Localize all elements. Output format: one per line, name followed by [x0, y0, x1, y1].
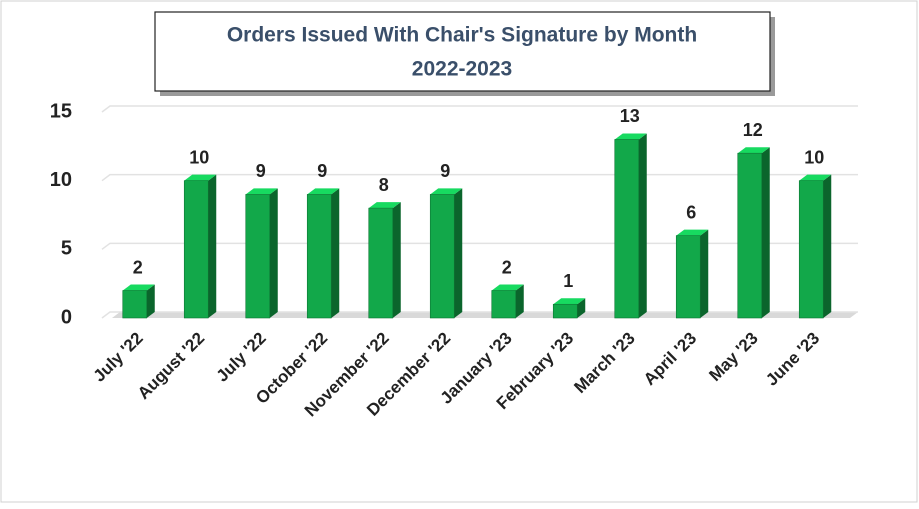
bar: [675, 235, 701, 319]
grid-line: [101, 242, 858, 250]
bar-side: [638, 133, 647, 318]
bar-top: [553, 298, 586, 305]
bar-side: [577, 298, 586, 318]
bar: [614, 139, 640, 319]
grid-line: [101, 311, 858, 319]
data-label: 9: [317, 161, 327, 181]
bar: [368, 207, 394, 319]
bar-top: [676, 229, 709, 236]
bar: [737, 152, 763, 319]
bar-side: [515, 284, 524, 318]
bar: [798, 180, 824, 319]
grid-line: [101, 173, 858, 182]
title-box: [154, 11, 771, 92]
y-tick-label: 15: [50, 100, 72, 122]
data-label: 9: [440, 161, 450, 181]
data-label: 8: [379, 175, 389, 195]
bar-top: [737, 147, 770, 154]
y-tick-label: 10: [50, 169, 72, 191]
bar-top: [430, 188, 463, 195]
bar: [491, 290, 517, 319]
chart-subtitle: 2022-2023: [412, 58, 512, 81]
bar-side: [823, 174, 832, 318]
data-label: 9: [256, 161, 266, 181]
data-label: 2: [133, 257, 143, 277]
data-label: 12: [743, 120, 763, 140]
bar-top: [122, 284, 155, 291]
bar-top: [368, 202, 401, 209]
bar-side: [454, 188, 463, 318]
bar-side: [761, 147, 770, 318]
data-label: 6: [686, 202, 696, 222]
data-label: 2: [502, 257, 512, 277]
data-label: 10: [804, 147, 824, 167]
bar: [429, 194, 455, 319]
bar-side: [208, 174, 217, 318]
bar: [552, 303, 578, 319]
bar-side: [269, 188, 278, 318]
y-tick-label: 0: [61, 306, 72, 328]
bar-top: [491, 284, 524, 291]
data-label: 10: [189, 147, 209, 167]
bar-top: [614, 133, 647, 140]
bar: [122, 290, 148, 319]
bar-top: [184, 174, 217, 181]
grid-line: [101, 105, 858, 113]
bar-side: [146, 284, 155, 318]
bar-top: [799, 174, 832, 181]
bar-side: [392, 202, 401, 318]
data-label: 1: [563, 271, 573, 291]
bar-side: [700, 229, 709, 318]
y-tick-label: 5: [61, 238, 72, 260]
bar: [245, 194, 271, 319]
floor: [112, 312, 858, 318]
bar: [306, 194, 332, 319]
chart-title: Orders Issued With Chair's Signature by …: [227, 24, 697, 47]
bar-top: [245, 188, 278, 195]
bar: [183, 180, 209, 319]
data-label: 13: [620, 106, 640, 126]
bar-top: [307, 188, 340, 195]
bar-side: [331, 188, 340, 318]
